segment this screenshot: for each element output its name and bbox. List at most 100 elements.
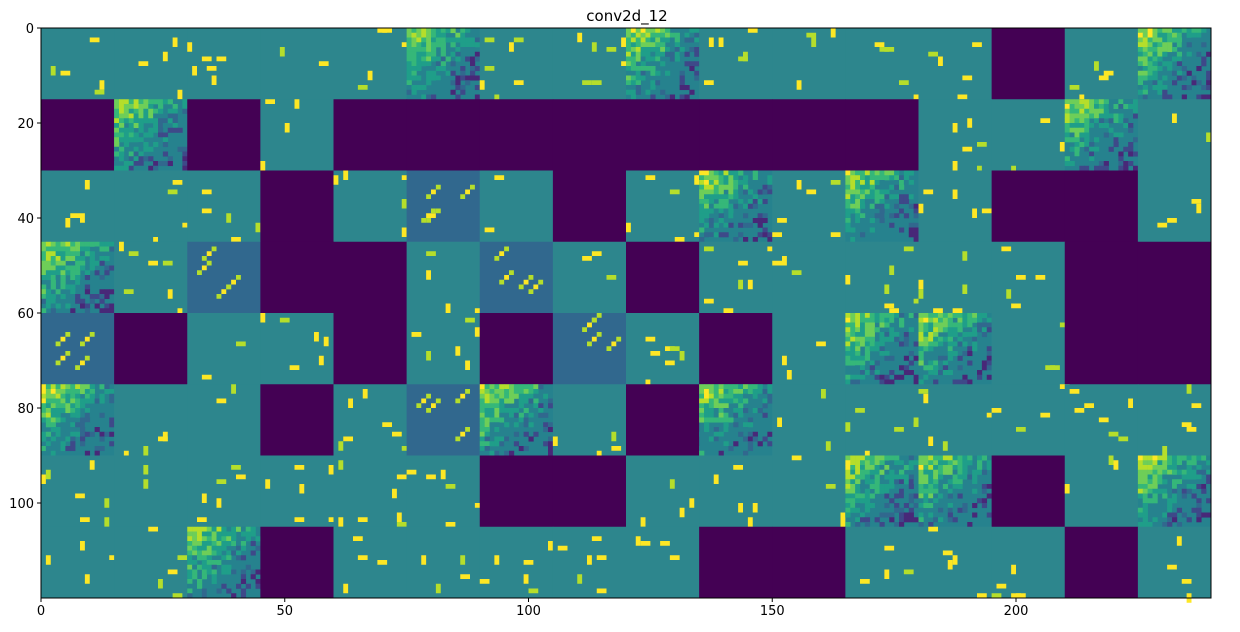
heatmap-tile	[114, 384, 188, 461]
heatmap-tile	[114, 170, 193, 247]
heatmap-tile	[552, 526, 627, 599]
heatmap-tile	[626, 313, 700, 389]
y-tick-label: 20	[17, 117, 34, 132]
heatmap-tile	[772, 384, 846, 456]
heatmap-tile	[699, 384, 773, 456]
heatmap-tile	[41, 28, 115, 100]
chart-title: conv2d_12	[586, 7, 667, 26]
heatmap-tile	[552, 99, 627, 171]
heatmap-tile	[114, 241, 188, 318]
heatmap-tile	[991, 313, 1070, 385]
heatmap-tile	[1137, 241, 1212, 314]
heatmap-tile	[1137, 384, 1212, 456]
heatmap-tile	[699, 241, 778, 314]
heatmap-tile	[479, 526, 554, 599]
heatmap-tile	[918, 526, 993, 599]
heatmap-tile	[552, 28, 631, 100]
heatmap-tile	[187, 313, 261, 385]
heatmap-tile	[552, 384, 627, 461]
heatmap-tile	[479, 455, 554, 528]
heatmap-tile	[1064, 384, 1139, 456]
heatmap-image	[41, 28, 1212, 603]
heatmap-tile	[1137, 28, 1212, 100]
heatmap-tile	[626, 384, 700, 456]
heatmap-tile	[699, 28, 773, 100]
heatmap-tile	[260, 455, 339, 528]
heatmap-tile	[187, 241, 261, 314]
heatmap-tile	[1064, 99, 1139, 171]
heatmap-tile	[333, 241, 408, 314]
heatmap-tile	[699, 526, 773, 599]
heatmap-tile	[41, 99, 115, 171]
heatmap-tile	[260, 99, 334, 171]
heatmap-tile	[845, 313, 919, 385]
heatmap-tile	[406, 99, 481, 171]
heatmap-tile	[845, 455, 919, 528]
heatmap-tile	[333, 99, 408, 171]
heatmap-tile	[699, 313, 773, 385]
heatmap-tile	[333, 455, 408, 528]
heatmap-tile	[187, 170, 261, 243]
heatmap-tile	[991, 384, 1070, 456]
heatmap-tile	[772, 170, 846, 243]
heatmap-tile	[187, 455, 261, 528]
heatmap-tile	[333, 384, 412, 456]
heatmap-tile	[991, 28, 1066, 100]
heatmap-tile	[991, 455, 1066, 528]
heatmap-tile	[552, 313, 627, 385]
heatmap-tile	[1064, 170, 1139, 243]
heatmap-tile	[1064, 313, 1139, 385]
heatmap-tile	[699, 170, 773, 243]
heatmap-tile	[699, 99, 773, 171]
heatmap-tile	[114, 526, 188, 599]
heatmap-tile	[333, 28, 412, 100]
heatmap-tile	[626, 170, 704, 243]
heatmap-tile	[41, 384, 115, 456]
heatmap-tile	[772, 455, 851, 528]
heatmap-tile	[845, 384, 924, 461]
heatmap-tile	[1137, 170, 1212, 243]
heatmap-tile	[260, 170, 334, 243]
heatmap-tile	[772, 526, 846, 599]
heatmap-tile	[479, 28, 554, 104]
heatmap-tile	[918, 28, 993, 100]
heatmap-tile	[918, 455, 993, 528]
heatmap-tile	[991, 99, 1066, 176]
heatmap-tile	[918, 313, 993, 385]
heatmap-tile	[406, 313, 481, 385]
heatmap-tile	[772, 28, 846, 100]
heatmap-tile	[114, 99, 188, 171]
heatmap-tile	[114, 28, 188, 100]
y-tick-label: 40	[17, 212, 34, 227]
heatmap-tile	[333, 313, 408, 385]
x-tick-label: 150	[760, 604, 785, 619]
heatmap-tile	[772, 99, 846, 171]
heatmap-tile	[991, 170, 1066, 243]
heatmap-tile	[479, 170, 554, 243]
heatmap-tile	[1064, 241, 1139, 314]
heatmap-tile	[845, 28, 924, 100]
heatmap-tile	[845, 241, 924, 314]
heatmap-tile	[333, 170, 412, 243]
heatmap-tile	[845, 526, 919, 599]
heatmap-tile	[479, 384, 554, 456]
heatmap-tile	[479, 313, 554, 385]
heatmap-tile	[552, 170, 627, 243]
heatmap-tile	[1137, 526, 1212, 603]
heatmap-tile	[41, 170, 115, 243]
heatmap-tile	[1137, 313, 1212, 385]
heatmap-tile	[845, 170, 919, 243]
heatmap-tile	[406, 241, 485, 314]
heatmap-tile	[406, 384, 481, 456]
y-tick-label: 80	[17, 402, 34, 417]
heatmap-tile	[1137, 99, 1212, 171]
heatmap-tile	[626, 526, 700, 599]
heatmap-tile	[333, 526, 408, 599]
heatmap-tile	[991, 241, 1066, 314]
heatmap-tile	[918, 99, 993, 176]
heatmap-tile	[260, 313, 334, 385]
x-axis: 0 50 100 150 200	[37, 598, 1029, 619]
heatmap-tile	[406, 170, 481, 243]
x-tick-label: 200	[1004, 604, 1029, 619]
